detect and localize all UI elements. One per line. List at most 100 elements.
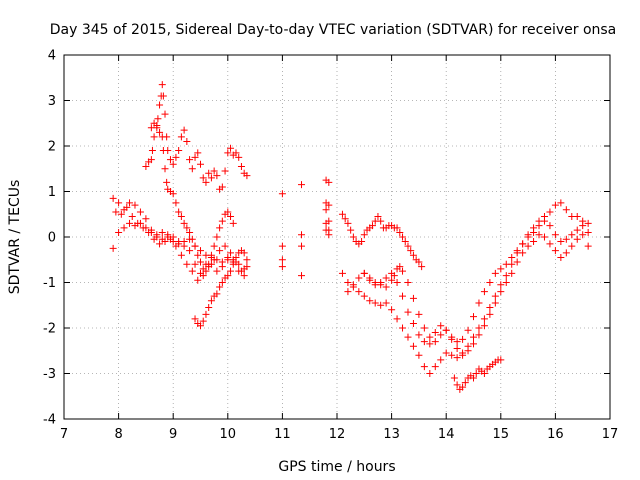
data-point <box>341 215 349 223</box>
data-point <box>197 322 204 330</box>
data-point <box>377 281 385 289</box>
data-point <box>382 283 390 291</box>
data-point <box>186 228 194 236</box>
data-point <box>415 258 423 266</box>
data-point <box>464 342 472 350</box>
data-point <box>188 165 196 173</box>
data-point <box>126 199 134 207</box>
data-point <box>112 208 120 216</box>
data-point <box>142 162 150 170</box>
data-point <box>584 228 592 236</box>
data-point <box>210 242 218 250</box>
series-track-c <box>112 203 251 284</box>
data-point <box>166 235 174 243</box>
data-point <box>172 153 180 161</box>
data-point <box>519 240 527 248</box>
data-point <box>513 249 521 257</box>
data-point <box>205 304 213 312</box>
data-point <box>158 228 166 236</box>
data-point <box>573 226 581 234</box>
data-point <box>177 213 185 221</box>
data-point <box>502 272 510 280</box>
data-point <box>243 263 251 271</box>
data-point <box>197 247 204 255</box>
data-point <box>453 338 461 346</box>
data-point <box>396 228 404 236</box>
data-point <box>568 242 576 250</box>
x-tick-label: 16 <box>547 427 564 442</box>
data-point <box>546 208 554 216</box>
data-point <box>475 331 483 339</box>
data-point <box>349 233 357 241</box>
data-point <box>186 247 194 255</box>
data-point <box>579 231 587 239</box>
data-point <box>180 242 188 250</box>
data-point <box>470 340 477 348</box>
data-point <box>562 206 570 214</box>
data-point <box>145 228 153 236</box>
data-point <box>109 194 117 202</box>
data-point <box>163 178 171 186</box>
data-point <box>409 251 417 259</box>
data-point <box>205 260 213 268</box>
data-point <box>453 344 461 352</box>
data-point <box>298 231 306 239</box>
data-point <box>409 294 417 302</box>
data-point <box>404 308 412 316</box>
data-point <box>227 249 235 257</box>
data-point <box>139 224 147 232</box>
data-point <box>420 324 428 332</box>
data-point <box>399 267 407 275</box>
data-point <box>172 199 180 207</box>
data-point <box>218 183 226 191</box>
data-point <box>232 253 240 261</box>
data-point <box>205 169 213 177</box>
data-point <box>393 279 401 286</box>
data-point <box>579 217 587 225</box>
data-point <box>298 242 306 250</box>
data-point <box>562 235 570 243</box>
x-axis-label: GPS time / hours <box>278 459 395 475</box>
data-point <box>355 274 363 282</box>
data-point <box>191 315 199 323</box>
data-point <box>322 206 330 214</box>
x-tick-label: 10 <box>220 427 237 442</box>
data-point <box>177 133 185 141</box>
data-point <box>240 249 248 257</box>
data-point <box>207 174 215 182</box>
data-point <box>508 253 516 261</box>
data-point <box>442 326 450 334</box>
data-point <box>221 242 229 250</box>
data-point <box>390 272 398 280</box>
data-point <box>404 333 412 341</box>
data-point <box>218 217 226 225</box>
y-tick-labels: -4 -3 -2 -1 0 1 2 3 4 <box>43 49 56 428</box>
data-point <box>437 331 445 339</box>
y-tick-label: -3 <box>43 367 56 382</box>
data-point <box>486 279 494 286</box>
data-point <box>210 256 218 264</box>
data-point <box>399 324 407 332</box>
data-point <box>562 249 570 257</box>
data-point <box>191 153 199 161</box>
x-tick-labels: 7 8 9 10 11 12 13 14 15 16 17 <box>60 427 618 442</box>
data-point <box>344 288 352 296</box>
data-point <box>123 203 131 211</box>
data-point <box>475 299 483 307</box>
x-tick-label: 11 <box>274 427 291 442</box>
data-point <box>207 251 215 259</box>
data-point <box>237 267 245 275</box>
data-point <box>216 247 224 255</box>
data-point <box>161 238 169 246</box>
data-point <box>453 381 461 389</box>
data-point <box>409 319 417 327</box>
data-point <box>224 272 232 280</box>
data-point <box>298 272 306 280</box>
data-point <box>338 269 346 277</box>
data-point <box>573 235 581 243</box>
data-point <box>197 160 204 168</box>
data-point <box>415 331 423 339</box>
data-point <box>355 288 363 296</box>
x-tick-label: 7 <box>60 427 68 442</box>
data-point <box>491 269 499 277</box>
